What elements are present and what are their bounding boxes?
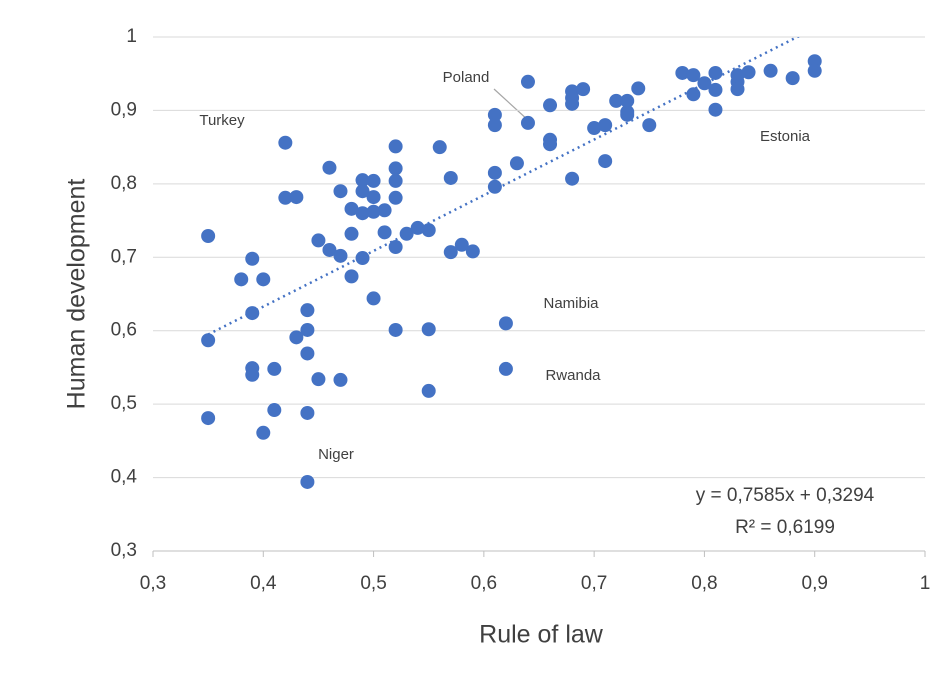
annotation: Estonia	[760, 128, 811, 145]
point	[642, 118, 656, 132]
point	[278, 136, 292, 150]
point	[576, 82, 590, 96]
point	[378, 203, 392, 217]
point	[742, 65, 756, 79]
annotation: Turkey	[199, 112, 245, 129]
point	[367, 291, 381, 305]
point	[808, 64, 822, 78]
trendline-r-squared: R² = 0,6199	[735, 517, 835, 538]
point	[598, 118, 612, 132]
point	[499, 362, 513, 376]
point	[300, 475, 314, 489]
x-tick-label: 0,4	[250, 573, 277, 594]
point	[245, 252, 259, 266]
point	[300, 323, 314, 337]
point	[708, 103, 722, 117]
point	[245, 368, 259, 382]
point	[598, 154, 612, 168]
x-tick-label: 0,3	[140, 573, 166, 594]
point	[345, 269, 359, 283]
point	[311, 233, 325, 247]
point	[521, 116, 535, 130]
y-tick-label: 0,3	[111, 540, 137, 561]
point	[764, 64, 778, 78]
point	[267, 403, 281, 417]
point	[631, 81, 645, 95]
point	[234, 272, 248, 286]
y-tick-label: 0,8	[111, 173, 137, 194]
y-tick-label: 0,4	[111, 467, 138, 488]
annotation: Poland	[443, 69, 490, 86]
point	[201, 229, 215, 243]
point	[367, 174, 381, 188]
point	[510, 156, 524, 170]
point	[708, 66, 722, 80]
chart: Rule of law Human development y = 0,7585…	[0, 0, 948, 680]
point	[389, 161, 403, 175]
annotation: Rwanda	[545, 367, 601, 384]
point	[466, 244, 480, 258]
point	[256, 426, 270, 440]
point	[333, 373, 347, 387]
x-tick-label: 0,6	[471, 573, 497, 594]
point	[201, 411, 215, 425]
x-tick-label: 1	[920, 573, 931, 594]
x-axis-title: Rule of law	[479, 621, 604, 649]
point	[345, 227, 359, 241]
point	[311, 372, 325, 386]
point	[389, 191, 403, 205]
annotation: Niger	[318, 446, 354, 463]
point	[543, 98, 557, 112]
y-axis-title: Human development	[63, 179, 91, 410]
point	[300, 303, 314, 317]
point	[300, 346, 314, 360]
x-tick-label: 0,5	[360, 573, 386, 594]
point	[444, 171, 458, 185]
y-tick-label: 0,5	[111, 393, 137, 414]
point	[356, 251, 370, 265]
point	[389, 139, 403, 153]
point	[289, 190, 303, 204]
point	[786, 71, 800, 85]
point	[488, 118, 502, 132]
point	[333, 184, 347, 198]
y-tick-label: 0,7	[111, 246, 137, 267]
point	[731, 82, 745, 96]
point	[543, 137, 557, 151]
point	[521, 75, 535, 89]
point	[686, 87, 700, 101]
point	[422, 384, 436, 398]
x-tick-label: 0,7	[581, 573, 607, 594]
y-tick-label: 0,9	[111, 99, 137, 120]
point	[488, 166, 502, 180]
point	[565, 97, 579, 111]
y-tick-label: 1	[126, 26, 137, 47]
y-tick-label: 0,6	[111, 320, 137, 341]
point	[300, 406, 314, 420]
point	[333, 249, 347, 263]
point	[322, 161, 336, 175]
annotation: Namibia	[543, 295, 599, 312]
point	[367, 190, 381, 204]
point	[389, 174, 403, 188]
point	[488, 180, 502, 194]
point	[499, 316, 513, 330]
trendline	[208, 28, 815, 334]
point	[565, 172, 579, 186]
point	[378, 225, 392, 239]
point	[267, 362, 281, 376]
point	[201, 333, 215, 347]
point	[708, 83, 722, 97]
x-tick-label: 0,8	[691, 573, 717, 594]
point	[433, 140, 447, 154]
x-tick-label: 0,9	[802, 573, 828, 594]
point	[256, 272, 270, 286]
point	[389, 323, 403, 337]
trendline-equation: y = 0,7585x + 0,3294	[696, 485, 875, 506]
page: {"chart_data": {"type": "scatter", "x_la…	[0, 0, 948, 680]
point	[422, 322, 436, 336]
